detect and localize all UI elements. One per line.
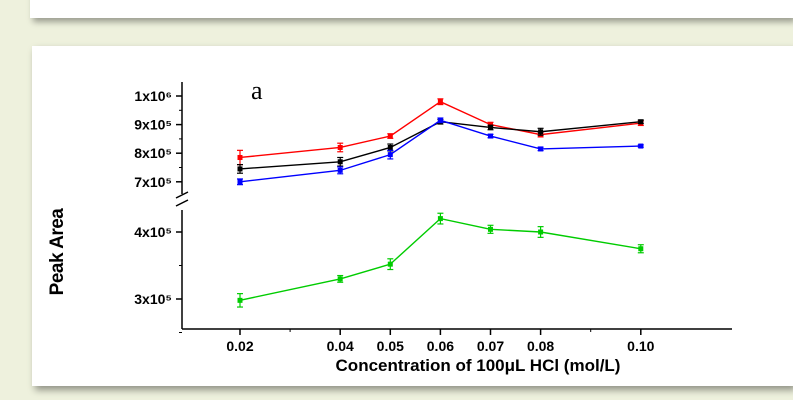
x-tick-label: 0.07 bbox=[477, 338, 504, 354]
y-tick-label: 7x10⁵ bbox=[134, 174, 172, 190]
x-tick-label: 0.06 bbox=[427, 338, 454, 354]
data-point bbox=[387, 261, 393, 267]
data-point bbox=[337, 144, 343, 150]
data-point bbox=[437, 117, 443, 123]
data-point bbox=[337, 276, 343, 282]
series-1 bbox=[237, 118, 644, 174]
x-tick-label: 0.02 bbox=[226, 338, 253, 354]
series-3 bbox=[237, 212, 644, 308]
y-tick-label: 8x10⁵ bbox=[134, 145, 172, 161]
y-tick-label: 1x10⁶ bbox=[134, 88, 172, 104]
data-point bbox=[387, 133, 393, 139]
y-tick-label: 9x10⁵ bbox=[134, 117, 172, 133]
data-point bbox=[337, 167, 343, 173]
panel-label: a bbox=[251, 76, 263, 105]
data-point bbox=[237, 166, 243, 172]
data-point bbox=[488, 124, 493, 130]
y-tick-label: 4x10⁵ bbox=[134, 224, 172, 240]
axis-break-mark bbox=[175, 191, 189, 199]
data-point bbox=[638, 119, 644, 125]
series-line bbox=[239, 100, 641, 159]
data-point bbox=[437, 99, 443, 105]
data-point bbox=[237, 154, 243, 160]
x-axis-label: Concentration of 100μL HCl (mol/L) bbox=[335, 356, 621, 375]
data-point bbox=[337, 159, 343, 165]
x-tick-label: 0.08 bbox=[527, 338, 554, 354]
data-point bbox=[538, 129, 544, 135]
x-tick-label: 0.04 bbox=[327, 338, 354, 354]
data-point bbox=[538, 146, 544, 152]
data-point bbox=[437, 216, 443, 222]
series-layer bbox=[237, 98, 644, 308]
data-point bbox=[638, 143, 644, 149]
series-0 bbox=[237, 98, 644, 166]
data-point bbox=[237, 297, 243, 303]
y-tick-label: 3x10⁵ bbox=[134, 291, 172, 307]
series-2 bbox=[237, 117, 644, 186]
series-line bbox=[239, 217, 641, 302]
series-line bbox=[239, 121, 641, 170]
data-point bbox=[638, 246, 644, 252]
axis-break-mark bbox=[175, 199, 189, 207]
line-chart: 7x10⁵ 8x10⁵ 9x10⁵ 1x10⁶ 3x10⁵ 4x10⁵ 0.02 0.04 0.… bbox=[134, 82, 732, 354]
x-tick-label: 0.10 bbox=[627, 338, 654, 354]
x-tick-label: 0.05 bbox=[377, 338, 404, 354]
y-axis-label: Peak Area bbox=[47, 208, 68, 296]
chart-card: 7x10⁵ 8x10⁵ 9x10⁵ 1x10⁶ 3x10⁵ 4x10⁵ 0.02 0.04 0.… bbox=[32, 46, 793, 386]
data-point bbox=[387, 152, 393, 158]
data-point bbox=[237, 179, 243, 185]
data-point bbox=[538, 229, 544, 235]
data-point bbox=[488, 226, 493, 232]
axes: 7x10⁵ 8x10⁵ 9x10⁵ 1x10⁶ 3x10⁵ 4x10⁵ 0.02 0.04 0.… bbox=[134, 82, 732, 354]
previous-figure-card bbox=[30, 0, 793, 18]
data-point bbox=[488, 133, 493, 139]
data-point bbox=[387, 144, 393, 150]
